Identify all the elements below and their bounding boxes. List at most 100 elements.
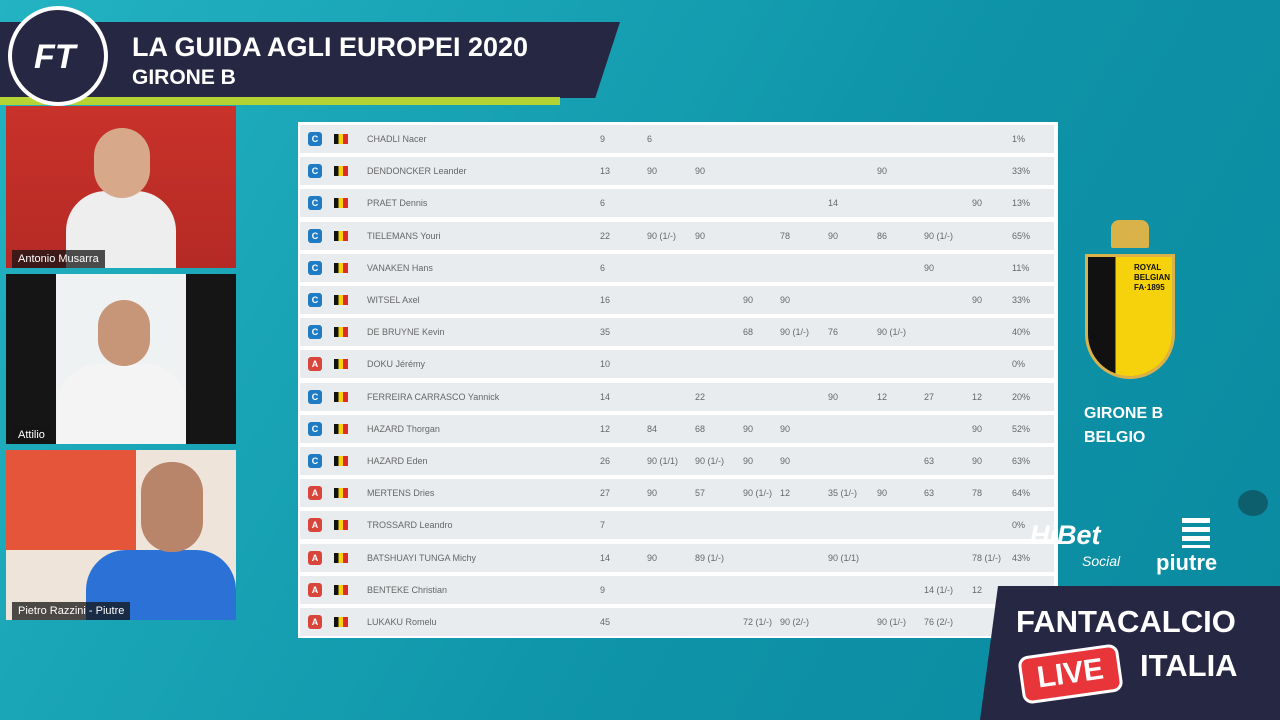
total: 7 (600, 520, 606, 531)
flag (334, 359, 348, 370)
match-cell: 90 (780, 295, 791, 305)
pip-button[interactable] (1238, 490, 1268, 516)
match-cell: 90 (1/-) (924, 230, 954, 241)
crest-text: ROYAL BELGIAN FA·1895 (1134, 263, 1170, 293)
player-name: DOKU Jérémy (367, 359, 426, 370)
role-badge: C (308, 389, 322, 404)
percentage: 0% (1012, 520, 1026, 531)
total: 13 (600, 166, 611, 177)
match-cell: 90 (1/-) (647, 230, 677, 241)
role-badge: A (308, 582, 322, 597)
flag (334, 166, 348, 177)
match-cell: 90 (647, 488, 658, 499)
flag (334, 488, 348, 499)
match-cell: 90 (647, 552, 658, 563)
match-cell: 12 (780, 488, 791, 499)
match-cell: 90 (1/-) (877, 327, 907, 338)
match-cell: 90 (695, 166, 706, 177)
sponsor-hibet-sub: Social (1082, 553, 1121, 569)
match-cell: 27 (924, 391, 935, 402)
match-cell: 12 (972, 391, 983, 402)
match-cell: 90 (780, 456, 791, 466)
participant-name: Attilio (12, 426, 51, 444)
person-head (141, 462, 203, 552)
match-cell: 90 (780, 423, 791, 434)
match-cell: 90 (743, 295, 754, 305)
percentage: 43% (1012, 552, 1031, 563)
player-name: DE BRUYNE Kevin (367, 327, 445, 338)
flag (334, 456, 348, 466)
live-line2: ITALIA (1140, 648, 1238, 683)
role-badge: A (308, 486, 322, 501)
crown (1111, 220, 1149, 248)
match-cell: 86 (877, 230, 888, 241)
match-cell: 90 (2/-) (780, 617, 810, 627)
player-name: LUKAKU Romelu (367, 617, 437, 627)
match-cell: 90 (924, 262, 935, 273)
team-label: BELGIO (1084, 429, 1146, 446)
match-cell: 90 (877, 166, 888, 177)
table-row: C VANAKEN Hans 6 90 11% (300, 253, 1054, 282)
player-name: BENTEKE Christian (367, 584, 448, 595)
participant-name: Pietro Razzini - Piutre (12, 602, 131, 620)
match-cell: 72 (1/-) (743, 617, 773, 627)
sponsor-hibet: HiBet (1030, 520, 1101, 550)
table-row: C FERREIRA CARRASCO Yannick 14 22 90 12 27 12 20… (300, 382, 1054, 411)
match-cell: 78 (972, 488, 983, 499)
role-badge: C (308, 132, 322, 146)
total: 16 (600, 295, 611, 305)
match-cell: 90 (1/1) (828, 552, 860, 563)
flag (334, 262, 348, 273)
total: 6 (600, 262, 606, 273)
total: 6 (600, 198, 606, 209)
group-label: GIRONE B (1084, 405, 1164, 422)
table-row: A BENTEKE Christian 9 14 (1/-) 12 (300, 575, 1054, 604)
player-name: HAZARD Eden (367, 456, 428, 466)
percentage: 0% (1012, 359, 1026, 370)
player-name: FERREIRA CARRASCO Yannick (367, 391, 500, 402)
match-cell: 14 (1/-) (924, 584, 954, 595)
player-name: BATSHUAYI TUNGA Michy (367, 552, 477, 563)
table-row: A LUKAKU Romelu 45 72 (1/-) 90 (2/-) 90 (1/-)… (300, 608, 1054, 636)
role-badge: A (308, 615, 322, 629)
sponsor-piutre: piutre (1156, 550, 1218, 575)
role-badge: C (308, 260, 322, 275)
match-cell: 63 (924, 488, 935, 499)
player-name: CHADLI Nacer (367, 134, 427, 144)
match-cell: 90 (1/1) (647, 456, 679, 466)
table-row: C CHADLI Nacer 9 6 1% (300, 125, 1054, 153)
table-row: C HAZARD Thorgan 12 84 68 90 90 90 52% (300, 414, 1054, 443)
total: 26 (600, 456, 611, 466)
role-badge: C (308, 196, 322, 211)
match-cell: 35 (1/-) (828, 488, 858, 499)
match-cell: 90 (877, 488, 888, 499)
match-cell: 12 (972, 584, 983, 595)
match-cell: 90 (972, 423, 983, 434)
total: 9 (600, 584, 606, 595)
player-name: HAZARD Thorgan (367, 423, 440, 434)
match-cell: 78 (780, 230, 791, 241)
match-cell: 90 (1/-) (780, 327, 810, 338)
player-name: MERTENS Dries (367, 488, 435, 499)
total: 35 (600, 327, 611, 338)
crest: ROYAL BELGIAN FA·1895 (1083, 212, 1179, 402)
match-cell: 90 (1/-) (695, 456, 725, 466)
total: 45 (600, 617, 611, 627)
percentage: 64% (1012, 488, 1031, 499)
percentage: 13% (1012, 198, 1031, 209)
flag (334, 391, 348, 402)
backdrop (6, 450, 136, 550)
role-badge: C (308, 293, 322, 307)
webcam: Antonio Musarra (6, 106, 236, 268)
match-cell: 68 (743, 327, 754, 338)
match-cell: 78 (1/-) (972, 552, 1002, 563)
player-name: DENDONCKER Leander (367, 166, 467, 177)
match-cell: 90 (972, 456, 983, 466)
person-head (94, 128, 150, 198)
player-name: TROSSARD Leandro (367, 520, 453, 531)
flag (334, 552, 348, 563)
webcam: Attilio (6, 274, 236, 444)
flag (334, 520, 348, 531)
shield: ROYAL BELGIAN FA·1895 (1085, 254, 1175, 379)
player-name: WITSEL Axel (367, 295, 420, 305)
